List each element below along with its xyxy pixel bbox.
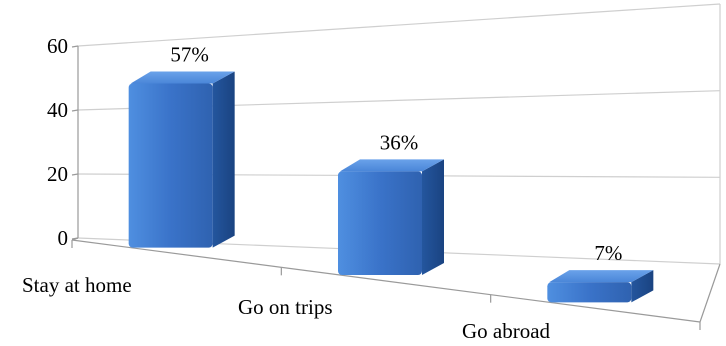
bars [128, 71, 654, 303]
bar-top [130, 71, 235, 84]
y-tick-mark [71, 45, 79, 48]
floor-right-edge [699, 263, 721, 323]
bar-front [128, 83, 213, 248]
bar-front [338, 171, 422, 275]
bar-top [549, 270, 654, 283]
x-tick-label: Go on trips [238, 295, 333, 319]
bar-top [340, 159, 444, 172]
x-tick-label: Stay at home [22, 273, 132, 297]
data-label: 36% [380, 130, 419, 154]
y-tick-label: 20 [47, 162, 68, 186]
y-tick-mark [71, 109, 79, 112]
y-tick-label: 40 [47, 98, 68, 122]
floor-left-edge [71, 237, 79, 241]
x-tick-label: Go abroad [462, 319, 551, 343]
axes [71, 4, 721, 330]
y-tick-mark [71, 173, 79, 176]
data-label: 7% [594, 241, 622, 265]
x-axis [71, 239, 701, 323]
labels: 0 20 40 60 57% 36% 7% Stay at home Go on trips Go… [22, 34, 622, 343]
y-tick-label: 0 [58, 226, 69, 250]
y-tick-label: 60 [47, 34, 68, 58]
bar [338, 159, 444, 275]
bar [128, 71, 235, 248]
bar-side [212, 71, 235, 248]
bar-side [631, 270, 654, 303]
data-label: 57% [170, 43, 209, 67]
gridline [77, 3, 721, 47]
bar [547, 270, 654, 303]
bar-front [547, 282, 632, 303]
bar-side [422, 159, 444, 275]
